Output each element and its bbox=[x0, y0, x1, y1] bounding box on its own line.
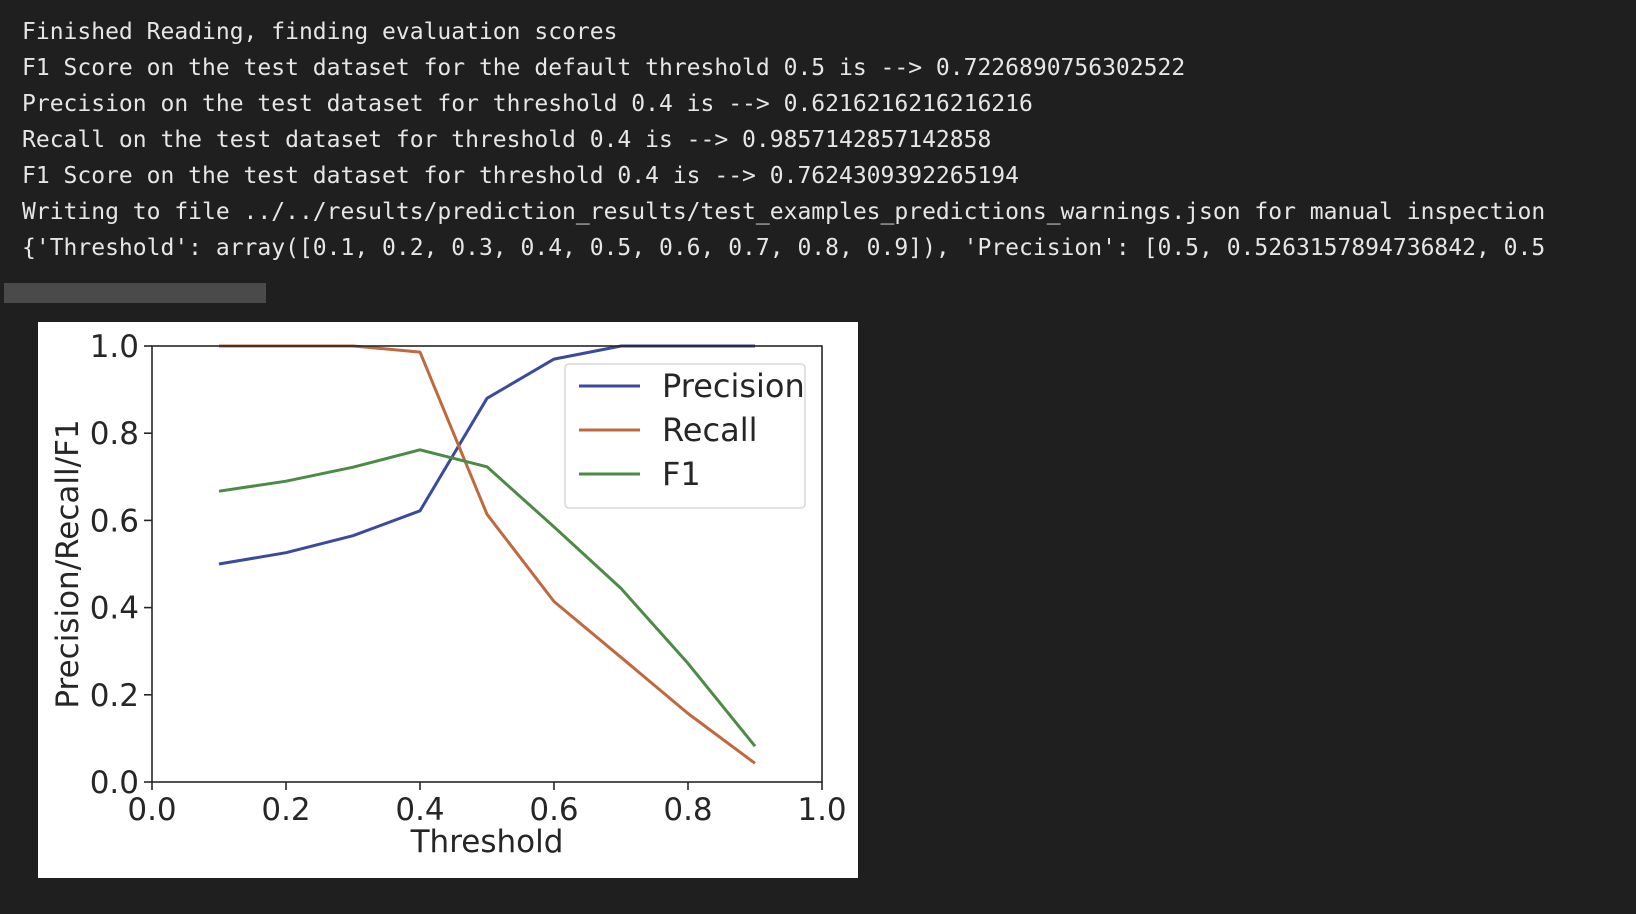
legend-label-f1: F1 bbox=[662, 455, 701, 493]
legend-frame bbox=[564, 363, 806, 509]
output-line-writing: Writing to file ../../results/prediction… bbox=[22, 199, 1546, 225]
x-tick-label: 0.6 bbox=[529, 792, 578, 828]
y-tick-label: 0.4 bbox=[90, 591, 139, 627]
x-axis-label: Threshold bbox=[410, 824, 564, 860]
legend-label-recall: Recall bbox=[662, 411, 757, 449]
output-line-recall: Recall on the test dataset for threshold… bbox=[22, 127, 992, 153]
output-line-precision: Precision on the test dataset for thresh… bbox=[22, 91, 1033, 117]
legend: Precision Recall F1 bbox=[564, 363, 806, 509]
plot-figure: 0.0 0.2 0.4 0.6 0.8 1.0 0.0 0.2 0.4 0.6 0.8 1.0 Thr… bbox=[38, 322, 858, 878]
horizontal-scrollbar[interactable] bbox=[4, 283, 266, 303]
y-tick-label: 0.2 bbox=[90, 678, 139, 714]
x-tick-label: 1.0 bbox=[797, 792, 846, 828]
ticks-layer: 0.0 0.2 0.4 0.6 0.8 1.0 0.0 0.2 0.4 0.6 0.8 1.0 bbox=[90, 329, 847, 828]
x-tick-label: 0.4 bbox=[395, 792, 444, 828]
x-tick-label: 0.2 bbox=[261, 792, 310, 828]
axes-frame bbox=[151, 345, 823, 783]
output-line-f1-default: F1 Score on the test dataset for the def… bbox=[22, 55, 1186, 81]
y-tick-label: 0.8 bbox=[90, 416, 139, 452]
legend-label-precision: Precision bbox=[662, 367, 805, 405]
cell-output: Finished Reading, finding evaluation sco… bbox=[22, 14, 1612, 266]
y-tick-label: 1.0 bbox=[90, 329, 139, 365]
x-tick-label: 0.0 bbox=[127, 792, 176, 828]
y-tick-label: 0.0 bbox=[90, 765, 139, 801]
x-tick-label: 0.8 bbox=[663, 792, 712, 828]
output-line-f1: F1 Score on the test dataset for thresho… bbox=[22, 163, 1019, 189]
output-line-status: Finished Reading, finding evaluation sco… bbox=[22, 19, 618, 45]
series-line-f1 bbox=[218, 448, 757, 748]
output-line-dict: {'Threshold': array([0.1, 0.2, 0.3, 0.4,… bbox=[22, 235, 1546, 261]
y-axis-label: Precision/Recall/F1 bbox=[50, 419, 86, 708]
line-chart: 0.0 0.2 0.4 0.6 0.8 1.0 0.0 0.2 0.4 0.6 0.8 1.0 Thr… bbox=[50, 329, 847, 860]
y-tick-label: 0.6 bbox=[90, 503, 139, 539]
